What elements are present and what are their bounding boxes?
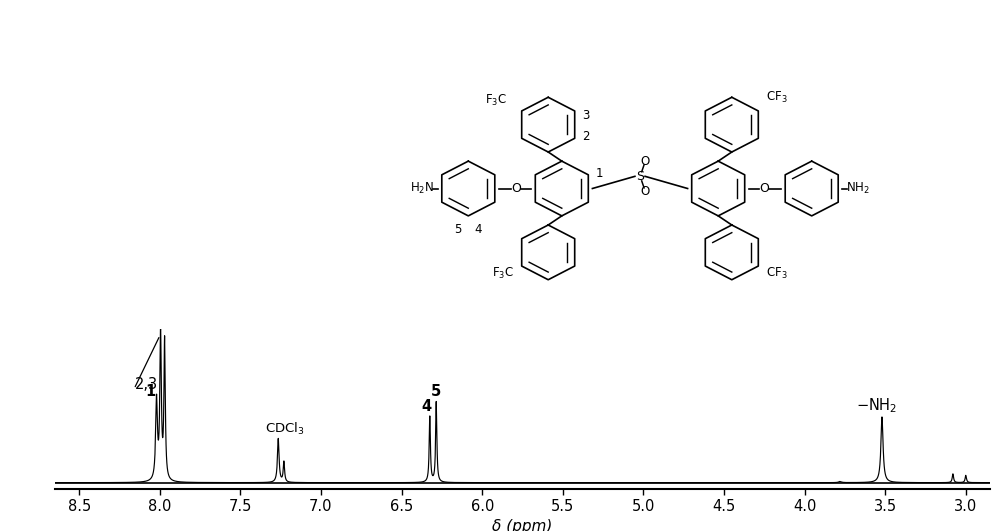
Text: $-$NH$_2$: $-$NH$_2$	[856, 397, 897, 415]
Text: CF$_3$: CF$_3$	[766, 90, 787, 105]
Text: 5: 5	[454, 224, 462, 236]
Text: 2: 2	[582, 130, 590, 143]
Text: CF$_3$: CF$_3$	[766, 266, 787, 281]
Text: 3: 3	[582, 109, 590, 122]
Text: NH$_2$: NH$_2$	[846, 181, 870, 196]
Text: 1: 1	[146, 384, 156, 399]
Text: F$_3$C: F$_3$C	[485, 93, 507, 108]
Text: O: O	[640, 185, 650, 198]
Text: O: O	[511, 182, 521, 195]
Text: 5: 5	[430, 384, 441, 399]
Text: 1: 1	[596, 167, 603, 180]
X-axis label: δ (ppm): δ (ppm)	[492, 519, 553, 531]
Text: O: O	[759, 182, 769, 195]
Text: 4: 4	[422, 399, 432, 414]
Text: O: O	[640, 155, 650, 168]
Text: CDCl$_3$: CDCl$_3$	[265, 421, 304, 438]
Text: 4: 4	[475, 224, 482, 236]
Text: F$_3$C: F$_3$C	[492, 266, 514, 281]
Text: S: S	[636, 170, 644, 183]
Text: H$_2$N: H$_2$N	[410, 181, 434, 196]
Text: 2,3: 2,3	[135, 377, 158, 392]
